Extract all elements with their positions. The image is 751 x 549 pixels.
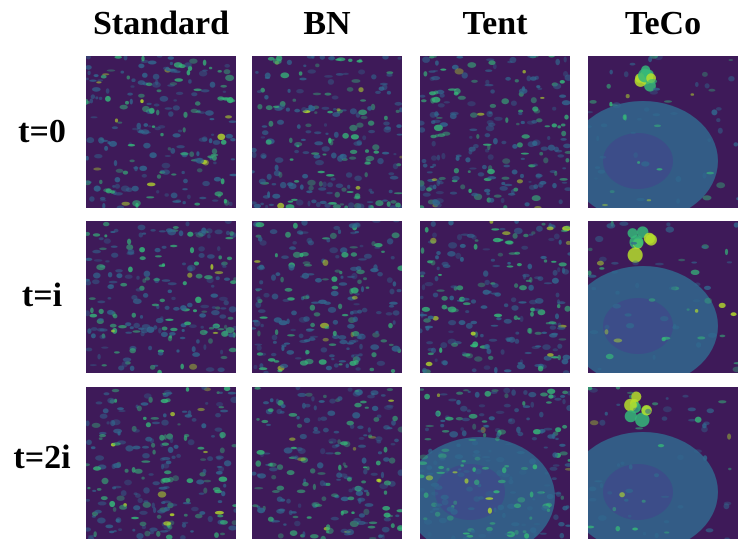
- feature-map-tent-t0: [420, 56, 570, 208]
- feature-map-tent-ti: [420, 221, 570, 373]
- feature-map-teco-t2i: [588, 387, 738, 539]
- column-header-bn: BN: [247, 4, 407, 44]
- row-header-ti: t=i: [0, 276, 84, 316]
- feature-map-teco-t0: [588, 56, 738, 208]
- feature-map-bn-ti: [252, 221, 402, 373]
- column-header-tent: Tent: [415, 4, 575, 44]
- column-header-teco: TeCo: [583, 4, 743, 44]
- row-header-t2i: t=2i: [0, 438, 84, 478]
- row-header-t0: t=0: [0, 112, 84, 152]
- feature-map-standard-t2i: [86, 387, 236, 539]
- feature-map-bn-t2i: [252, 387, 402, 539]
- feature-map-standard-t0: [86, 56, 236, 208]
- column-header-standard: Standard: [81, 4, 241, 44]
- feature-map-standard-ti: [86, 221, 236, 373]
- feature-map-tent-t2i: [420, 387, 570, 539]
- feature-map-bn-t0: [252, 56, 402, 208]
- feature-map-teco-ti: [588, 221, 738, 373]
